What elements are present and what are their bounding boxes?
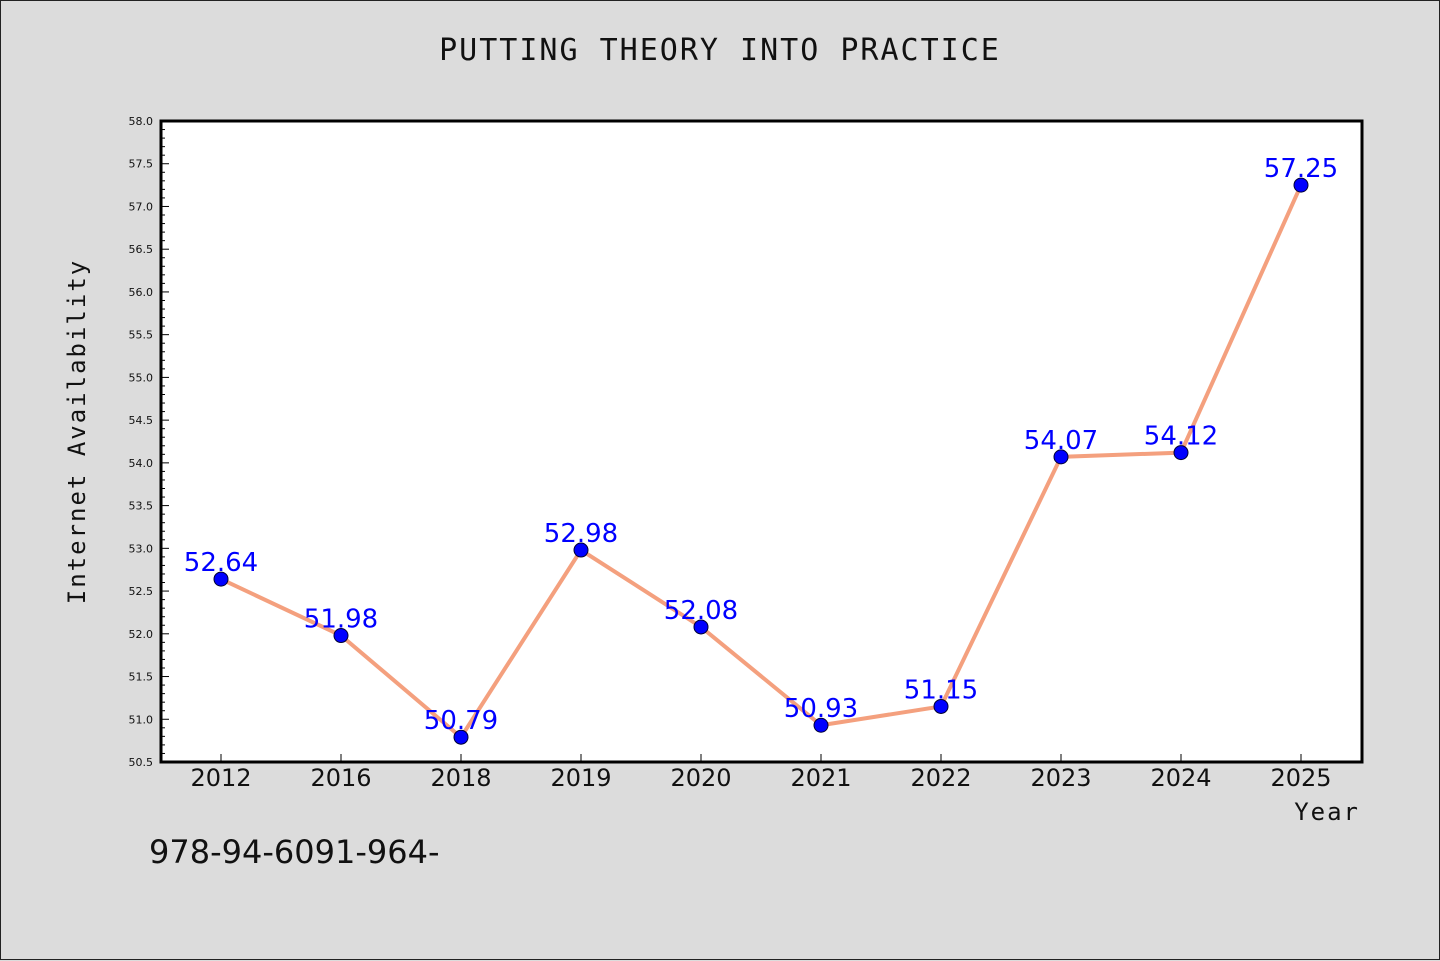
y-tick-label: 56.5 xyxy=(129,243,154,256)
x-tick-label: 2025 xyxy=(1270,764,1331,792)
y-tick-label: 57.5 xyxy=(129,158,154,171)
y-tick-label: 55.0 xyxy=(129,371,154,384)
y-tick-label: 54.0 xyxy=(129,457,154,470)
x-axis-ticks: 2012 2016 2018 2019 2020 2021 2022 2023 2024 2025 xyxy=(190,754,1332,792)
y-tick-label: 54.5 xyxy=(129,414,154,427)
y-tick-label: 50.5 xyxy=(129,756,154,769)
data-point xyxy=(453,729,469,745)
x-axis-label: Year xyxy=(1294,798,1360,826)
x-tick-label: 2012 xyxy=(190,764,251,792)
data-label: 57.25 xyxy=(1264,154,1338,184)
y-tick-label: 55.5 xyxy=(129,329,154,342)
data-label: 50.93 xyxy=(784,694,858,724)
data-label: 52.08 xyxy=(664,596,738,626)
x-tick-label: 2016 xyxy=(310,764,371,792)
y-tick-label: 57.0 xyxy=(129,200,154,213)
x-tick-label: 2019 xyxy=(550,764,611,792)
y-tick-label: 56.0 xyxy=(129,286,154,299)
data-label: 54.07 xyxy=(1024,426,1098,456)
data-label: 52.98 xyxy=(544,519,618,549)
x-tick-label: 2020 xyxy=(670,764,731,792)
x-tick-label: 2021 xyxy=(790,764,851,792)
y-axis-label: Internet Availability xyxy=(63,259,91,604)
data-point xyxy=(213,571,229,587)
data-label: 51.15 xyxy=(904,675,978,705)
data-point xyxy=(1173,445,1189,461)
data-point xyxy=(693,619,709,635)
y-tick-label: 53.0 xyxy=(129,542,154,555)
footer-text: 978-94-6091-964- xyxy=(149,833,440,871)
x-tick-label: 2023 xyxy=(1030,764,1091,792)
data-label: 51.98 xyxy=(304,605,378,635)
series-line xyxy=(220,184,1303,741)
y-tick-label: 52.0 xyxy=(129,628,154,641)
data-label: 50.79 xyxy=(424,706,498,736)
data-label: 52.64 xyxy=(184,548,258,578)
data-point xyxy=(813,717,829,733)
data-point xyxy=(1293,177,1309,193)
y-tick-label: 51.0 xyxy=(129,713,154,726)
data-point xyxy=(933,698,949,714)
chart-title: PUTTING THEORY INTO PRACTICE xyxy=(439,33,1001,68)
x-tick-label: 2022 xyxy=(910,764,971,792)
data-labels: 52.64 51.98 50.79 52.98 52.08 50.93 51.15 54.07… xyxy=(184,154,1338,736)
x-tick-label: 2024 xyxy=(1150,764,1211,792)
data-label: 54.12 xyxy=(1144,422,1218,452)
data-point xyxy=(333,628,349,644)
data-markers xyxy=(213,177,1309,745)
y-tick-label: 51.5 xyxy=(129,671,154,684)
y-axis-ticks: 50.5 51.0 51.5 52.0 52.5 53.0 53.5 54.0 54.5 55.0… xyxy=(129,115,169,769)
data-point xyxy=(1053,449,1069,465)
y-tick-label: 53.5 xyxy=(129,500,154,513)
data-point xyxy=(573,542,589,558)
y-tick-label: 58.0 xyxy=(129,115,154,128)
y-tick-label: 52.5 xyxy=(129,585,154,598)
x-tick-label: 2018 xyxy=(430,764,491,792)
